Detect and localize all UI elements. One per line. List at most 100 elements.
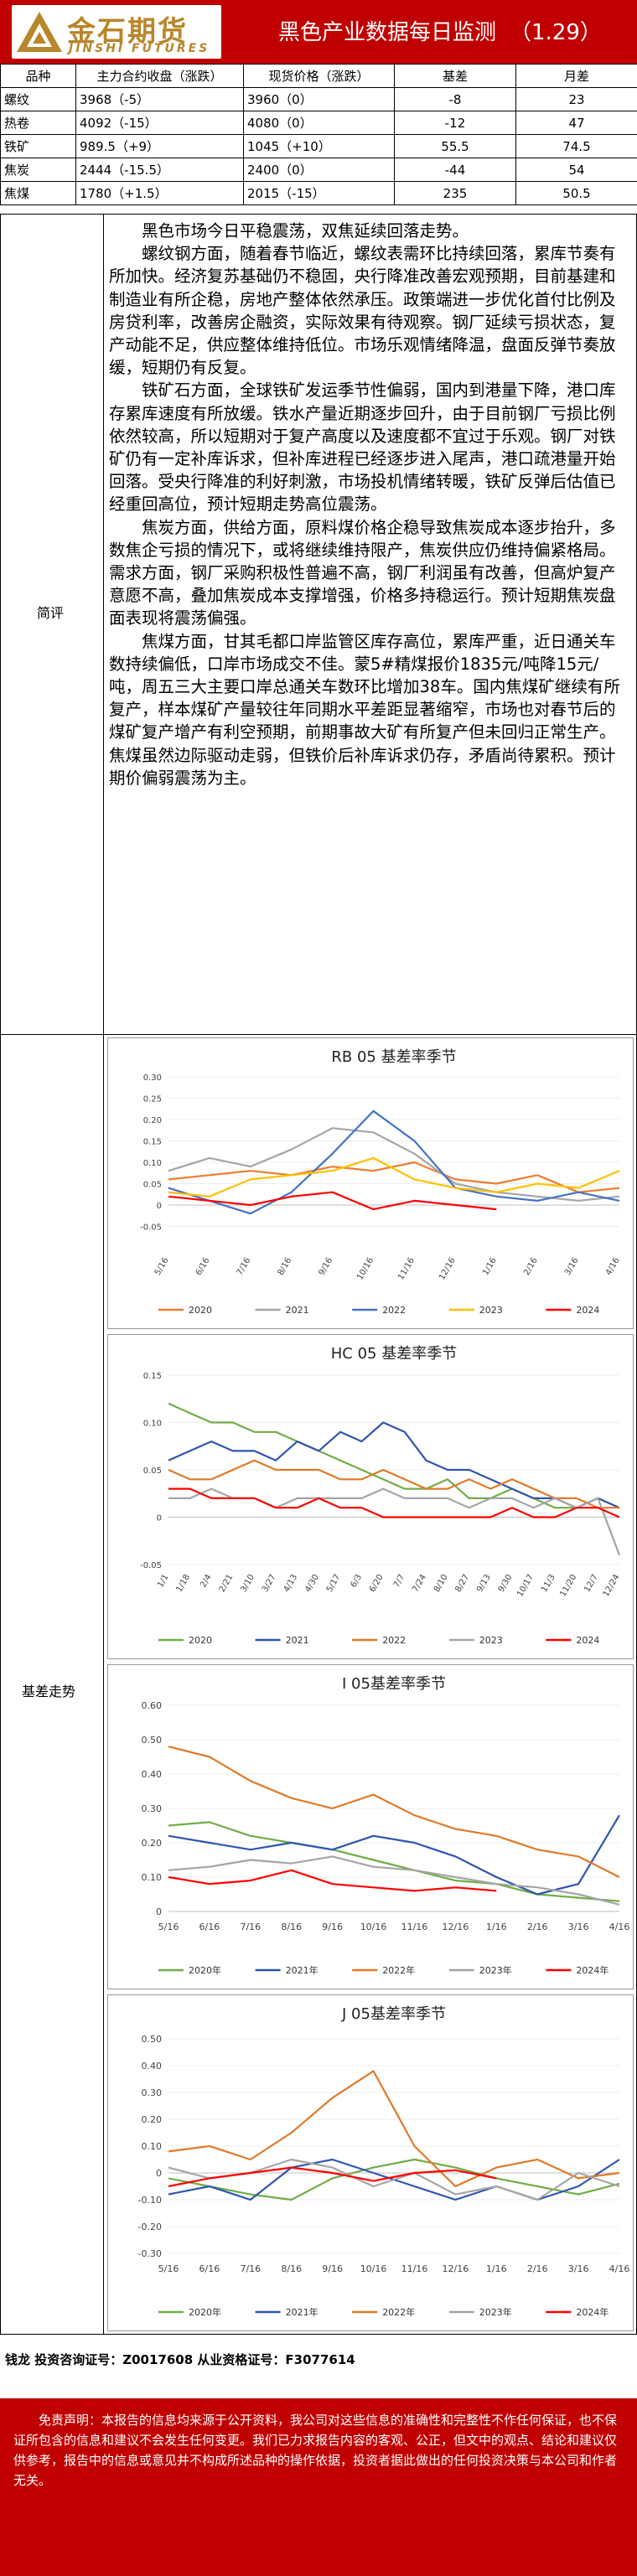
y-tick-label: -0.05 bbox=[140, 1561, 162, 1570]
comment-paragraph: 螺纹钢方面，随着春节临近，螺纹表需环比持续回落，累库节奏有所加快。经济复苏基础仍… bbox=[109, 244, 616, 378]
x-tick-label: 4/16 bbox=[609, 1922, 630, 1932]
x-tick-label: 7/16 bbox=[240, 2263, 261, 2274]
table-row: 热卷 4092（-15） 4080（0） -12 47 bbox=[0, 111, 637, 135]
legend-label: 2020年 bbox=[189, 2306, 221, 2318]
x-tick-label: 5/16 bbox=[158, 1922, 179, 1932]
series-line bbox=[168, 1421, 620, 1509]
cell-basis: -12 bbox=[394, 111, 516, 135]
i-basis-chart: I 05基差率季节 0 0.10 0.20 0.30 0.40 0.50 0.60 5/16 6/… bbox=[142, 1675, 630, 1976]
x-tick-label: 9/16 bbox=[322, 2263, 343, 2274]
x-tick-label: 5/16 bbox=[158, 2263, 179, 2274]
table-row: 焦煤 1780（+1.5） 2015（-15） 235 50.5 bbox=[0, 181, 637, 205]
y-tick-label: 0.05 bbox=[143, 1181, 162, 1190]
cell-main-close: 989.5（+9） bbox=[75, 134, 244, 158]
x-tick-label: 1/16 bbox=[486, 2263, 507, 2274]
table-header-row: 品种 主力合约收盘（涨跌） 现货价格（涨跌） 基差 月差 bbox=[0, 64, 637, 88]
report-date: （1.29） bbox=[510, 20, 602, 45]
y-tick-label: 0.20 bbox=[142, 1838, 163, 1849]
x-tick-label: 5/16 bbox=[153, 1256, 171, 1277]
cell-spread: 47 bbox=[515, 111, 637, 135]
table-row: 铁矿 989.5（+9） 1045（+10） 55.5 74.5 bbox=[0, 134, 637, 158]
legend-label: 2020年 bbox=[189, 1964, 221, 1976]
legend-label: 2020 bbox=[189, 1635, 212, 1646]
chart-title: J 05基差率季节 bbox=[341, 2005, 446, 2023]
legend-label: 2021年 bbox=[286, 2306, 318, 2318]
table-row: 焦炭 2444（-15.5） 2400（0） -44 54 bbox=[0, 158, 637, 182]
cell-main-close: 1780（+1.5） bbox=[75, 181, 244, 205]
cell-basis: -44 bbox=[394, 158, 516, 182]
comment-paragraph: 黑色市场今日平稳震荡，双焦延续回落走势。 bbox=[142, 221, 469, 241]
cell-spot-price: 1045（+10） bbox=[243, 134, 395, 158]
x-tick-label: 12/7 bbox=[583, 1573, 600, 1594]
legend-label: 2024年 bbox=[576, 2306, 609, 2318]
series-line bbox=[168, 1402, 620, 1509]
cell-basis: -8 bbox=[394, 87, 516, 111]
cell-spot-price: 3960（0） bbox=[243, 87, 395, 111]
comment-paragraph: 焦煤方面，甘其毛都口岸监管区库存高位，累库严重，近日通关车数持续偏低，口岸市场成… bbox=[109, 631, 620, 788]
logo-mark-icon bbox=[17, 12, 62, 52]
x-tick-label: 8/10 bbox=[432, 1573, 450, 1594]
legend-label: 2023 bbox=[479, 1635, 503, 1646]
y-tick-label: -0.05 bbox=[140, 1223, 162, 1233]
quote-table: 品种 主力合约收盘（涨跌） 现货价格（涨跌） 基差 月差 螺纹 3968（-5）… bbox=[0, 64, 637, 205]
x-tick-label: 6/16 bbox=[199, 1922, 220, 1932]
x-tick-label: 1/16 bbox=[481, 1256, 499, 1277]
x-tick-label: 7/16 bbox=[240, 1922, 261, 1932]
cell-spread: 54 bbox=[515, 158, 637, 182]
x-tick-label: 8/27 bbox=[454, 1573, 472, 1594]
chart-title: HC 05 基差率季节 bbox=[331, 1345, 457, 1363]
x-tick-label: 6/16 bbox=[199, 2263, 220, 2274]
y-tick-label: 0.15 bbox=[143, 1372, 162, 1381]
x-tick-label: 1/16 bbox=[486, 1922, 507, 1932]
y-tick-label: 0.30 bbox=[142, 2087, 163, 2098]
x-tick-label: 1/18 bbox=[174, 1573, 192, 1594]
x-tick-label: 4/16 bbox=[604, 1256, 622, 1277]
hc-basis-chart: HC 05 基差率季节 -0.05 0 0.05 0.10 0.15 1/1 1/18 2/4 2… bbox=[140, 1345, 621, 1646]
x-tick-label: 6/16 bbox=[194, 1256, 212, 1277]
legend-label: 2024 bbox=[576, 1305, 599, 1316]
report-title: 黑色产业数据每日监测 （1.29） bbox=[278, 15, 602, 46]
series-line bbox=[168, 1814, 620, 1896]
header-basis: 基差 bbox=[394, 64, 516, 88]
x-tick-label: 7/24 bbox=[411, 1573, 428, 1594]
legend-label: 2023年 bbox=[479, 1964, 512, 1976]
analyst-credential: 钱龙 投资咨询证号：Z0017608 从业资格证号：F3077614 bbox=[5, 2352, 355, 2367]
series-line bbox=[168, 1746, 620, 1878]
comment-label-cell bbox=[0, 214, 104, 1035]
basis-label: 基差走势 bbox=[22, 1684, 76, 1699]
legend-label: 2021年 bbox=[286, 1964, 318, 1976]
y-tick-label: -0.30 bbox=[138, 2248, 162, 2259]
legend-label: 2020 bbox=[189, 1305, 212, 1316]
y-tick-label: 0.20 bbox=[142, 2114, 163, 2125]
legend-label: 2021 bbox=[286, 1305, 309, 1316]
disclaimer: 免责声明：本报告的信息均来源于公开资料，我公司对这些信息的准确性和完整性不作任何… bbox=[0, 2398, 637, 2576]
y-tick-label: 0.40 bbox=[142, 2061, 163, 2072]
y-tick-label: 0 bbox=[156, 1906, 162, 1917]
header-spot-price: 现货价格（涨跌） bbox=[243, 64, 395, 88]
x-tick-label: 7/7 bbox=[392, 1573, 407, 1589]
series-line bbox=[168, 1127, 620, 1202]
x-tick-label: 3/16 bbox=[563, 1256, 581, 1277]
y-tick-label: 0.50 bbox=[142, 1735, 163, 1746]
y-tick-label: -0.20 bbox=[138, 2222, 162, 2232]
y-tick-label: 0.05 bbox=[143, 1466, 162, 1476]
x-tick-label: 2/16 bbox=[522, 1256, 540, 1277]
x-tick-label: 10/16 bbox=[360, 2263, 387, 2274]
series-line bbox=[168, 1869, 497, 1892]
y-tick-label: 0 bbox=[157, 1514, 162, 1523]
x-tick-label: 9/16 bbox=[317, 1256, 334, 1277]
legend-label: 2022 bbox=[382, 1305, 406, 1316]
cell-variety: 焦炭 bbox=[0, 158, 76, 182]
x-tick-label: 7/16 bbox=[236, 1256, 253, 1277]
x-tick-label: 3/16 bbox=[568, 2263, 589, 2274]
cell-spread: 23 bbox=[515, 87, 637, 111]
y-tick-label: 0.30 bbox=[143, 1073, 162, 1083]
x-tick-label: 3/10 bbox=[239, 1573, 256, 1594]
x-tick-label: 9/16 bbox=[322, 1922, 343, 1932]
x-tick-label: 2/21 bbox=[218, 1573, 236, 1594]
logo-chinese-text: 金石期货 bbox=[67, 15, 188, 49]
x-tick-label: 11/20 bbox=[558, 1573, 578, 1598]
y-tick-label: 0 bbox=[157, 1202, 162, 1211]
legend-label: 2022年 bbox=[382, 1964, 415, 1976]
y-tick-label: 0.10 bbox=[142, 1872, 163, 1883]
